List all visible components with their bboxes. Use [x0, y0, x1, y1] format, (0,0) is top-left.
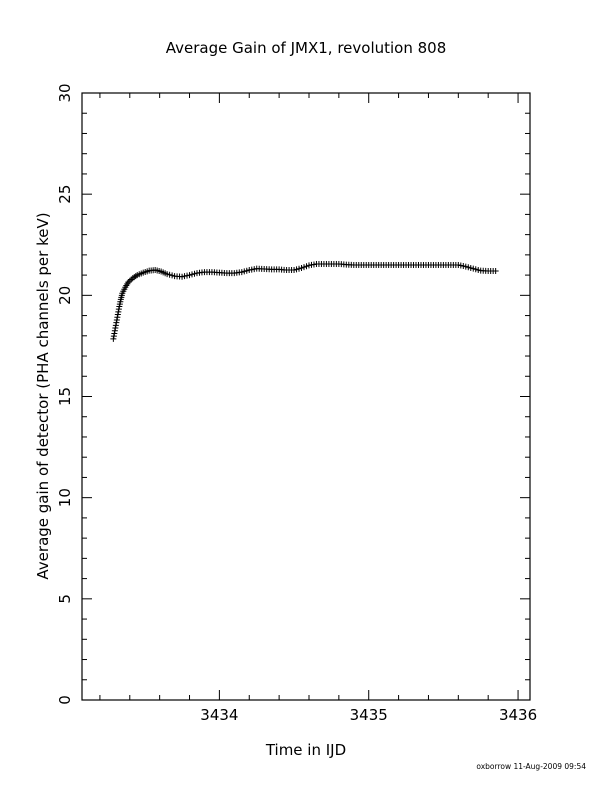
- gain-point: [492, 268, 499, 275]
- gain-point: [132, 273, 139, 280]
- y-tick-label: 25: [56, 185, 74, 204]
- axis-ticks: [82, 92, 530, 701]
- x-tick-label: 3434: [200, 706, 238, 724]
- y-tick-label: 10: [56, 488, 74, 507]
- x-tick-label: 3436: [499, 706, 537, 724]
- y-tick-label: 15: [56, 387, 74, 406]
- plot-frame: [81, 92, 531, 701]
- chart-title: Average Gain of JMX1, revolution 808: [166, 39, 447, 57]
- gain-point: [126, 277, 133, 284]
- y-tick-label: 20: [56, 286, 74, 305]
- y-tick-label: 30: [56, 83, 74, 102]
- gain-point: [125, 279, 132, 286]
- footer-stamp: oxborrow 11-Aug-2009 09:54: [476, 762, 586, 771]
- y-axis-label: Average gain of detector (PHA channels p…: [34, 212, 52, 579]
- y-tick-label: 5: [56, 594, 74, 604]
- y-tick-label: 0: [56, 695, 74, 705]
- axis-tick-labels: 0 5 10 15 20 25 30 3434 3435 3436: [56, 83, 537, 724]
- x-axis-label: Time in IJD: [265, 741, 346, 759]
- x-tick-label: 3435: [350, 706, 388, 724]
- data-points: [110, 260, 499, 342]
